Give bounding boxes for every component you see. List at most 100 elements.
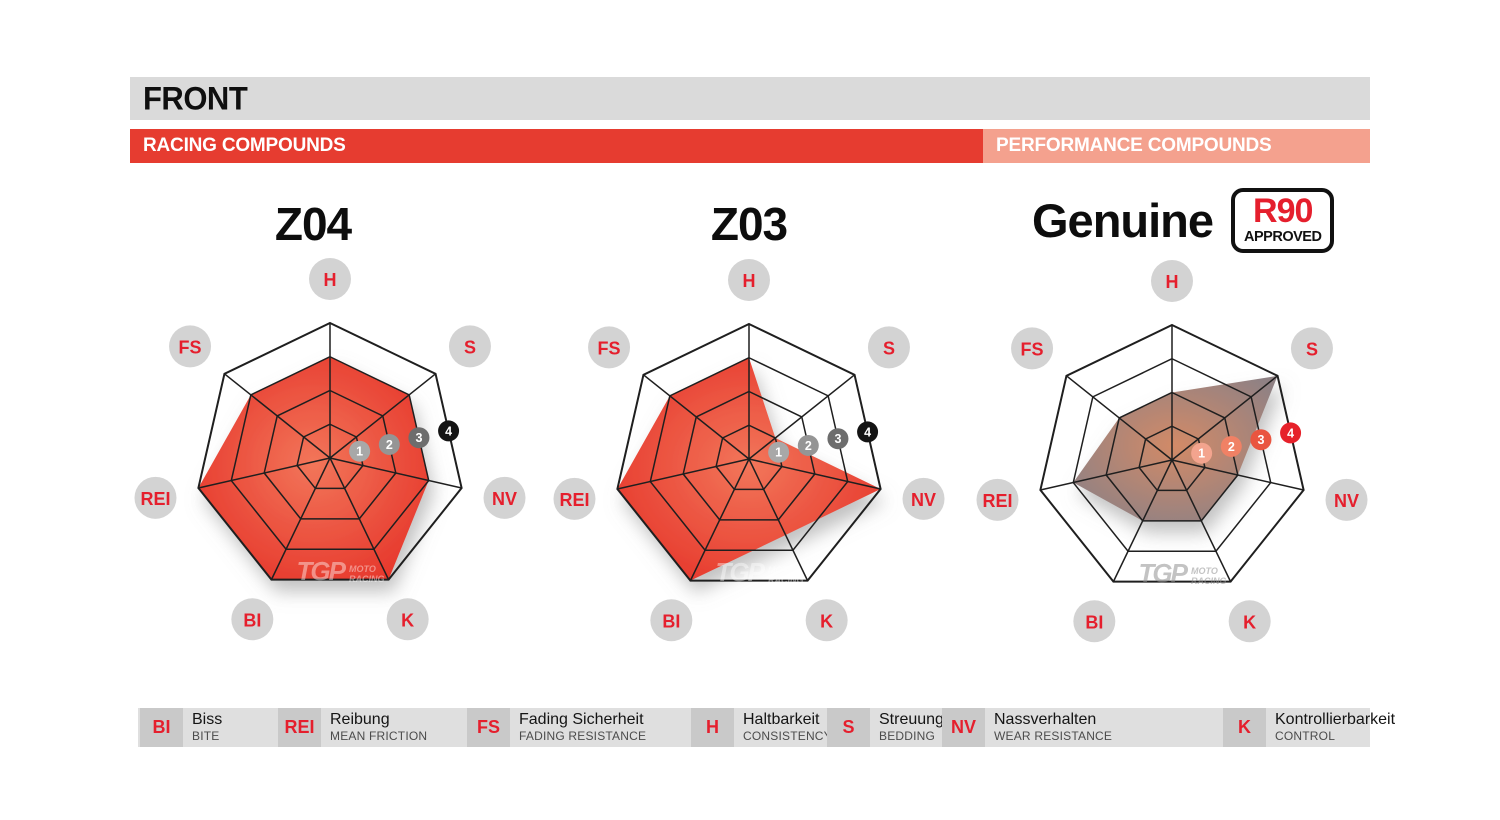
performance-compounds-label: PERFORMANCE COMPOUNDS: [996, 135, 1272, 156]
axis-label-circle-REI: [976, 478, 1019, 521]
scale-marker-1: [349, 440, 371, 462]
legend-text-k: Kontrollierbarkeit CONTROL: [1275, 708, 1395, 747]
axis-label-circle-BI: [231, 598, 274, 641]
axis-label-NV: NV: [911, 490, 936, 510]
chart-title-genuine: Genuine: [1032, 193, 1214, 247]
grid-spoke-K: [1171, 459, 1232, 582]
scale-marker-label-1: 1: [1198, 447, 1205, 461]
grid-spoke-S: [748, 374, 856, 460]
scale-marker-1: [768, 441, 790, 463]
legend-text-s: Streuung BEDDING: [879, 708, 944, 747]
axis-label-circle-FS: [169, 325, 212, 368]
grid-ring-4: [1039, 323, 1305, 583]
legend-term: Reibung: [330, 711, 390, 728]
chart-title-z03: Z03: [710, 198, 788, 250]
legend-term: Biss: [192, 711, 223, 728]
axis-label-REI: REI: [140, 489, 170, 509]
axis-label-H: H: [1166, 272, 1179, 292]
grid-spoke-NV: [329, 457, 462, 489]
scale-marker-1: [1191, 442, 1213, 464]
tgp-moto-text: MOTO: [1191, 566, 1218, 576]
scale-marker-3: [408, 427, 430, 449]
axis-label-K: K: [820, 611, 833, 631]
legend-item-h: H Haltbarkeit CONSISTENCY: [691, 708, 832, 747]
legend-item-s: S Streuung BEDDING: [827, 708, 944, 747]
axis-label-NV: NV: [492, 489, 517, 509]
tgp-logo-text: TGP: [297, 556, 347, 586]
scale-marker-label-2: 2: [1228, 440, 1235, 454]
grid-spoke-S: [1171, 375, 1279, 461]
scale-marker-3: [1250, 429, 1272, 451]
axis-label-BI: BI: [1085, 612, 1103, 632]
legend-abbr-nv: NV: [942, 708, 985, 747]
grid-ring-3: [1072, 357, 1272, 552]
legend-term: Kontrollierbarkeit: [1275, 711, 1396, 728]
racing-compounds-banner: RACING COMPOUNDS: [130, 129, 983, 163]
axis-label-circle-S: [448, 325, 491, 368]
axis-label-circle-K: [1228, 600, 1271, 643]
grid-ring-4: [197, 321, 463, 581]
racing-compounds-label: RACING COMPOUNDS: [143, 135, 346, 156]
grid-spoke-REI: [198, 457, 331, 489]
legend-translation: BEDDING: [879, 729, 936, 743]
grid-spoke-BI: [270, 457, 331, 580]
legend-item-nv: NV Nassverhalten WEAR RESISTANCE: [942, 708, 1112, 747]
approved-label: APPROVED: [1244, 229, 1322, 245]
axis-label-circle-FS: [588, 326, 631, 369]
axis-label-S: S: [1306, 339, 1318, 359]
legend-term: Streuung: [879, 711, 944, 728]
scale-marker-label-4: 4: [1287, 426, 1294, 440]
scale-marker-3: [827, 428, 849, 450]
grid-spoke-FS: [642, 374, 750, 460]
legend-translation: CONSISTENCY: [743, 729, 832, 743]
axis-label-FS: FS: [179, 337, 202, 357]
data-polygon-genuine: [1073, 375, 1278, 521]
axis-label-circle-FS: [1011, 327, 1054, 370]
axis-label-BI: BI: [243, 610, 261, 630]
axis-label-circle-NV: [1325, 478, 1368, 521]
legend-translation: FADING RESISTANCE: [519, 729, 647, 743]
scale-marker-label-3: 3: [834, 432, 841, 446]
legend-translation: CONTROL: [1275, 729, 1336, 743]
scale-marker-label-2: 2: [386, 438, 393, 452]
legend-translation: BITE: [192, 729, 220, 743]
axis-label-circle-K: [386, 598, 429, 641]
axis-label-circle-REI: [553, 477, 596, 520]
scale-marker-2: [1220, 435, 1242, 457]
scale-marker-2: [797, 434, 819, 456]
tgp-moto-text: MOTO: [349, 564, 376, 574]
axis-label-H: H: [743, 271, 756, 291]
grid-spoke-BI: [1112, 459, 1173, 582]
r90-approved-badge: R90 APPROVED: [1231, 188, 1335, 253]
scale-marker-2: [378, 433, 400, 455]
scale-marker-label-4: 4: [445, 424, 452, 438]
grid-spoke-FS: [1065, 375, 1173, 461]
legend-bar: BI Biss BITE REI Reibung MEAN FRICTION FS Fadin…: [138, 708, 1395, 747]
tgp-logo-text: TGP: [1139, 558, 1189, 588]
legend-text-bi: Biss BITE: [192, 708, 222, 747]
legend-item-k: K Kontrollierbarkeit CONTROL: [1223, 708, 1395, 747]
legend-text-fs: Fading Sicherheit FADING RESISTANCE: [519, 708, 646, 747]
axis-label-S: S: [464, 337, 476, 357]
tgp-racing-text: RACING: [1191, 576, 1227, 586]
axis-label-H: H: [324, 270, 337, 290]
axis-label-circle-H: [309, 258, 351, 300]
scale-marker-label-3: 3: [415, 431, 422, 445]
legend-term: Fading Sicherheit: [519, 711, 644, 728]
legend-item-rei: REI Reibung MEAN FRICTION: [278, 708, 427, 747]
axis-label-circle-NV: [483, 476, 526, 519]
grid-spoke-BI: [689, 458, 750, 581]
tgp-moto-text: MOTO: [768, 565, 795, 575]
axis-label-K: K: [401, 610, 414, 630]
legend-text-nv: Nassverhalten WEAR RESISTANCE: [994, 708, 1112, 747]
axis-label-circle-BI: [1073, 600, 1116, 643]
data-polygon-z03: [617, 357, 881, 581]
axis-label-REI: REI: [559, 490, 589, 510]
legend-item-bi: BI Biss BITE: [140, 708, 222, 747]
front-header-bar: FRONT: [130, 77, 1370, 120]
axis-label-K: K: [1243, 612, 1256, 632]
